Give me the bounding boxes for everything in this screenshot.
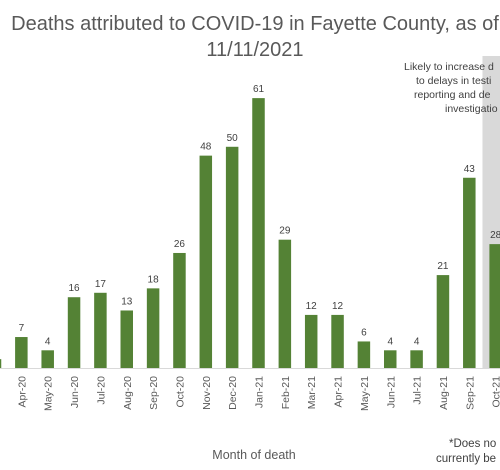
x-tick-label: Sep-21 [464, 376, 476, 410]
data-label: 28 [490, 230, 500, 241]
bar-mar-20 [0, 359, 2, 368]
x-tick-label: May-20 [43, 376, 55, 411]
footnote: *Does no currently be [436, 438, 496, 465]
x-tick-label: Jul-20 [95, 376, 107, 405]
data-label: 50 [227, 133, 239, 144]
bar-jun-20 [67, 297, 81, 368]
x-tick-labels: Mar-20 Apr-20 May-20 Jun-20 Jul-20 Aug-20 Sep-… [0, 376, 500, 411]
shaded-region-note-line: Likely to increase d [404, 61, 494, 73]
x-tick-label: Nov-20 [201, 376, 213, 410]
footnote-line: currently be [436, 453, 496, 465]
shaded-region-note-line: reporting and de [414, 89, 491, 101]
data-label: 7 [19, 323, 25, 334]
x-tick-label: Aug-21 [438, 376, 450, 410]
bar-aug-20 [120, 310, 133, 368]
x-tick-label: Apr-20 [16, 376, 28, 408]
bar-jun-21 [384, 350, 397, 368]
bar-may-21 [357, 341, 371, 368]
x-tick-label: Aug-20 [122, 376, 134, 410]
x-tick-label: Mar-21 [306, 376, 318, 409]
bar-jan-21 [252, 98, 265, 368]
bars [0, 98, 500, 368]
bar-feb-21 [278, 239, 292, 368]
data-label: 48 [200, 142, 212, 153]
shaded-region-note-line: to delays in testi [416, 75, 491, 87]
data-label: 17 [95, 279, 107, 290]
shaded-region-note-line: investigatio [445, 103, 498, 115]
bar-dec-20 [225, 146, 239, 368]
bar-oct-21 [489, 244, 500, 368]
chart-title-line-2: 11/11/2021 [206, 39, 303, 61]
bar-sep-20 [146, 288, 160, 368]
data-label: 4 [45, 336, 51, 347]
data-label: 13 [121, 296, 133, 307]
shaded-region-note: Likely to increase d to delays in testi re… [404, 61, 498, 115]
data-label: 12 [332, 301, 344, 312]
data-label: 12 [306, 301, 318, 312]
bar-jul-20 [94, 292, 107, 368]
data-label: 18 [148, 274, 160, 285]
bar-mar-21 [304, 314, 318, 368]
bar-nov-20 [199, 155, 213, 368]
footnote-line: *Does no [449, 438, 496, 450]
x-tick-label: Jun-21 [385, 376, 397, 408]
bar-apr-20 [15, 337, 28, 368]
x-tick-label: Sep-20 [148, 376, 160, 410]
data-label: 43 [464, 164, 476, 175]
x-tick-label: Apr-21 [333, 376, 345, 408]
x-tick-label: Jan-21 [254, 376, 266, 408]
bar-sep-21 [463, 177, 476, 368]
bar-aug-21 [436, 275, 450, 368]
data-label: 6 [361, 327, 367, 338]
x-tick-label: Jul-21 [412, 376, 424, 405]
chart-title-line-1: Deaths attributed to COVID-19 in Fayette… [11, 13, 499, 35]
data-label: 29 [279, 226, 291, 237]
x-tick-label: Jun-20 [69, 376, 81, 408]
bar-apr-21 [331, 314, 344, 368]
bar-oct-20 [173, 252, 186, 368]
x-axis-title: Month of death [212, 448, 295, 462]
data-label: 26 [174, 239, 186, 250]
bar-may-20 [41, 350, 54, 368]
data-label: 4 [414, 336, 420, 347]
data-labels: 7 4 16 17 13 18 26 48 50 61 29 12 12 6 4 4 21 43 28 [19, 84, 500, 347]
x-tick-label: Dec-20 [227, 376, 239, 410]
data-label: 21 [437, 261, 449, 272]
x-tick-label: May-21 [359, 376, 371, 411]
x-tick-label: Mar-20 [0, 376, 2, 409]
x-tick-label: Feb-21 [280, 376, 292, 409]
bar-jul-21 [410, 350, 423, 368]
data-label: 61 [253, 84, 265, 95]
x-tick-label: Oct-20 [174, 376, 186, 408]
data-label: 16 [68, 283, 80, 294]
x-tick-label: Oct-21 [491, 376, 500, 408]
data-label: 4 [387, 336, 393, 347]
